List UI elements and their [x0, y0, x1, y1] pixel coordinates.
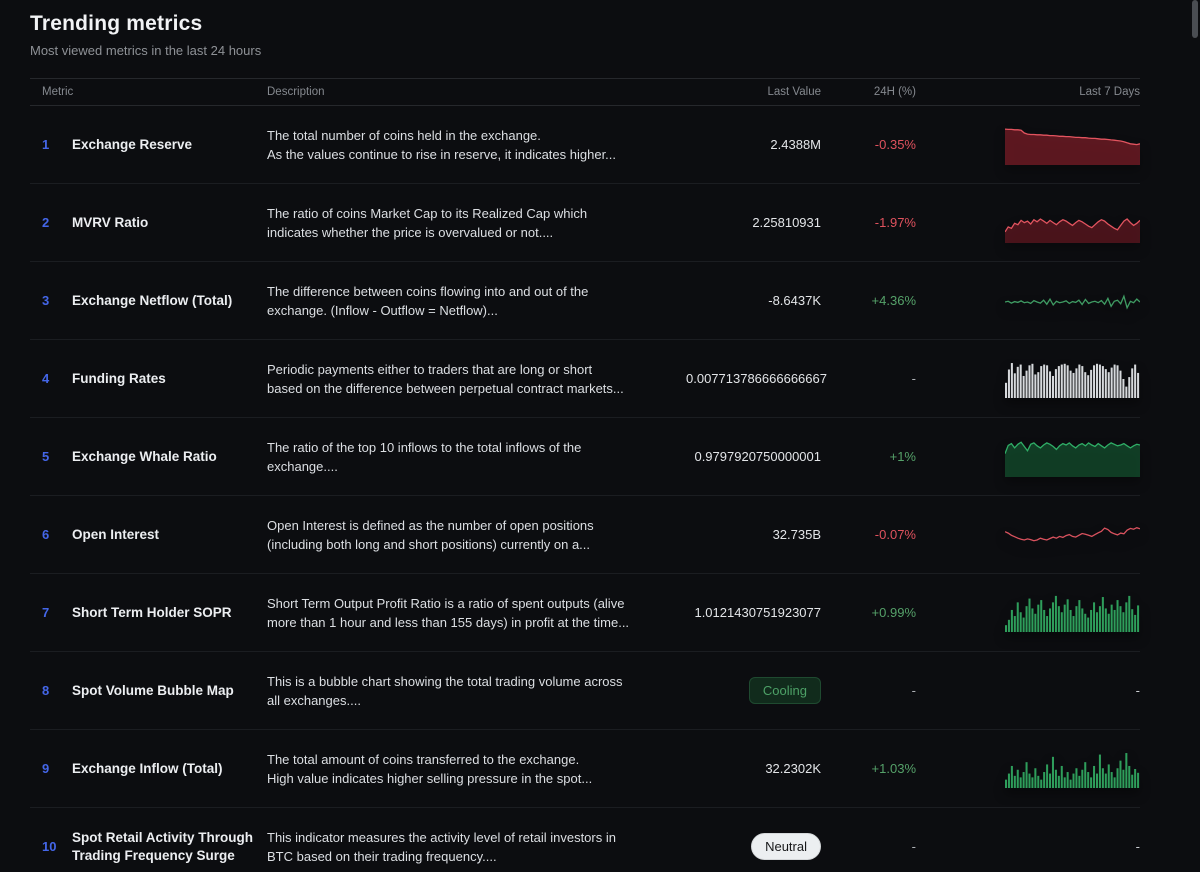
table-row[interactable]: 10 Spot Retail Activity Through Trading … — [30, 808, 1140, 872]
metric-name[interactable]: Exchange Whale Ratio — [72, 448, 217, 464]
metric-name[interactable]: Exchange Reserve — [72, 136, 193, 152]
sparkline-chart — [916, 748, 1140, 790]
metric-24h-change: - — [911, 839, 916, 854]
metric-rank: 10 — [42, 839, 57, 854]
metric-rank: 5 — [42, 449, 50, 464]
metric-name[interactable]: Exchange Netflow (Total) — [72, 292, 233, 308]
metric-name[interactable]: Spot Volume Bubble Map — [72, 682, 234, 698]
metric-last-value: 0.9797920750000001 — [694, 449, 821, 464]
metric-last-value: 2.25810931 — [752, 215, 821, 230]
metric-last-value: Cooling — [686, 677, 821, 704]
metric-24h-change: +1.03% — [871, 761, 916, 776]
sparkline-chart — [916, 514, 1140, 556]
table-row[interactable]: 9 Exchange Inflow (Total) The total amou… — [30, 730, 1140, 808]
metric-last-value: 32.2302K — [765, 761, 821, 776]
table-row[interactable]: 8 Spot Volume Bubble Map This is a bubbl… — [30, 652, 1140, 730]
table-row[interactable]: 1 Exchange Reserve The total number of c… — [30, 106, 1140, 184]
table-row[interactable]: 4 Funding Rates Periodic payments either… — [30, 340, 1140, 418]
metric-rank: 2 — [42, 215, 50, 230]
metric-description: The ratio of the top 10 inflows to the t… — [267, 439, 582, 474]
metric-24h-change: +0.99% — [871, 605, 916, 620]
metric-description: The total amount of coins transferred to… — [267, 751, 593, 786]
col-header-last-value: Last Value — [767, 86, 822, 98]
metric-24h-change: - — [911, 371, 916, 386]
col-header-last-7-days: Last 7 Days — [1079, 86, 1140, 98]
metric-last-value: 0.007713786666666667 — [686, 371, 827, 386]
metric-rank: 3 — [42, 293, 50, 308]
metric-24h-change: -0.35% — [874, 137, 916, 152]
metric-description: Open Interest is defined as the number o… — [267, 517, 594, 552]
metric-24h-change: -0.07% — [874, 527, 916, 542]
page-title: Trending metrics — [30, 12, 203, 35]
metric-description: Short Term Output Profit Ratio is a rati… — [267, 595, 630, 630]
table-row[interactable]: 7 Short Term Holder SOPR Short Term Outp… — [30, 574, 1140, 652]
page-subtitle: Most viewed metrics in the last 24 hours — [30, 43, 262, 58]
metric-24h-change: - — [911, 683, 916, 698]
metric-last-value: Neutral — [686, 833, 821, 860]
scrollbar-thumb[interactable] — [1192, 0, 1198, 38]
metric-last-value: -8.6437K — [768, 293, 821, 308]
metric-24h-change: +4.36% — [871, 293, 916, 308]
metric-name[interactable]: Open Interest — [72, 526, 160, 542]
metric-rank: 1 — [42, 137, 50, 152]
metric-description: Periodic payments either to traders that… — [267, 361, 624, 396]
col-header-description: Description — [267, 86, 325, 98]
metric-name[interactable]: Exchange Inflow (Total) — [72, 760, 223, 776]
metric-last-value: 2.4388M — [770, 137, 821, 152]
metric-description: This is a bubble chart showing the total… — [267, 673, 623, 708]
metric-last-value: 32.735B — [772, 527, 821, 542]
metric-description: The ratio of coins Market Cap to its Rea… — [267, 205, 588, 240]
table-header: Metric Description Last Value 24H (%) La… — [30, 78, 1140, 106]
metric-last-value: 1.0121430751923077 — [694, 605, 821, 620]
table-row[interactable]: 5 Exchange Whale Ratio The ratio of the … — [30, 418, 1140, 496]
metric-24h-change: -1.97% — [874, 215, 916, 230]
sparkline-chart — [916, 592, 1140, 634]
metric-rank: 6 — [42, 527, 50, 542]
metric-name[interactable]: Funding Rates — [72, 370, 166, 386]
sparkline-chart — [916, 358, 1140, 400]
metric-name[interactable]: MVRV Ratio — [72, 214, 149, 230]
metric-rank: 4 — [42, 371, 50, 386]
metrics-table: Metric Description Last Value 24H (%) La… — [30, 78, 1140, 872]
table-row[interactable]: 6 Open Interest Open Interest is defined… — [30, 496, 1140, 574]
metric-rank: 9 — [42, 761, 50, 776]
metric-description: The difference between coins flowing int… — [267, 283, 589, 318]
col-header-24h-change: 24H (%) — [873, 86, 916, 98]
status-badge: Neutral — [751, 833, 821, 860]
metric-description: The total number of coins held in the ex… — [267, 127, 617, 162]
sparkline-chart — [916, 436, 1140, 478]
metric-description: This indicator measures the activity lev… — [267, 829, 616, 864]
metrics-table-body: 1 Exchange Reserve The total number of c… — [30, 106, 1140, 872]
sparkline-chart — [916, 202, 1140, 244]
table-row[interactable]: 3 Exchange Netflow (Total) The differenc… — [30, 262, 1140, 340]
metric-rank: 8 — [42, 683, 50, 698]
sparkline-chart — [916, 124, 1140, 166]
metric-name[interactable]: Short Term Holder SOPR — [72, 604, 232, 620]
col-header-metric: Metric — [42, 86, 74, 98]
sparkline-chart: - — [1135, 683, 1140, 698]
sparkline-chart: - — [1135, 839, 1140, 854]
status-badge: Cooling — [748, 677, 821, 704]
table-row[interactable]: 2 MVRV Ratio The ratio of coins Market C… — [30, 184, 1140, 262]
sparkline-chart — [916, 280, 1140, 322]
metric-rank: 7 — [42, 605, 50, 620]
metric-name[interactable]: Spot Retail Activity Through Trading Fre… — [72, 829, 254, 863]
metric-24h-change: +1% — [889, 449, 916, 464]
